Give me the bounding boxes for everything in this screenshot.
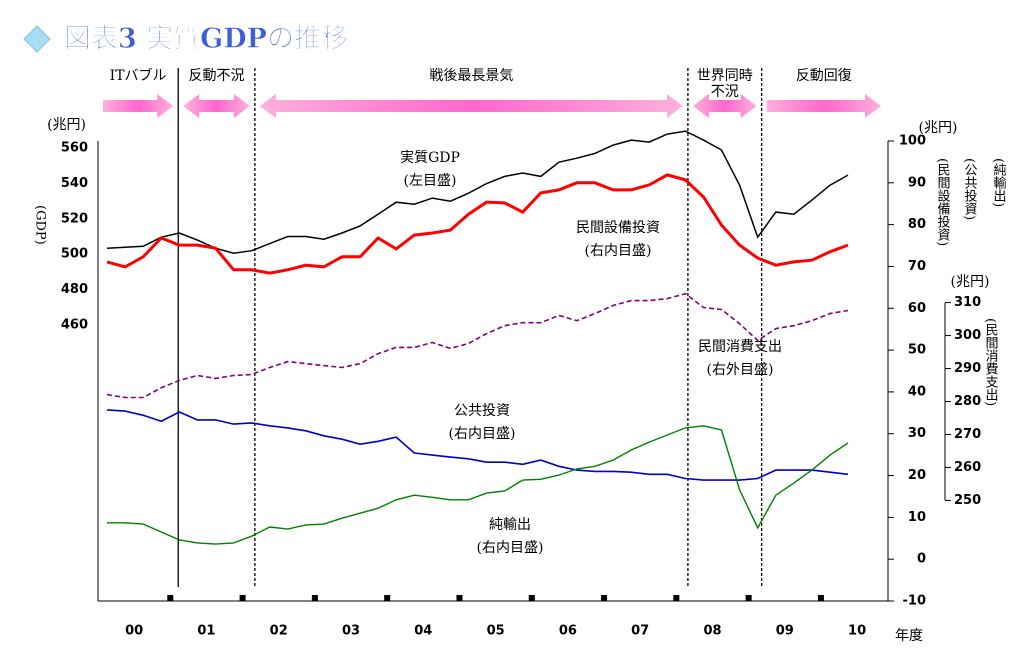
y3-tick-label: 260 <box>954 460 981 475</box>
x-tick-square <box>673 595 680 601</box>
y-tick-label: 480 <box>61 282 88 297</box>
x-tick-label: 07 <box>631 624 649 639</box>
series-scale-label: (左目盛) <box>404 173 457 189</box>
x-tick-square <box>528 595 535 601</box>
y2-tick-label: -10 <box>903 594 927 609</box>
series-label: 純輸出 <box>489 517 531 533</box>
y3-unit: (兆円) <box>951 274 990 290</box>
period-label: 不況 <box>711 84 739 100</box>
y3-tick-label: 290 <box>954 361 981 376</box>
series-scale-label: (右内目盛) <box>585 243 652 259</box>
series-label: 実質GDP <box>400 150 460 166</box>
x-tick-label: 02 <box>270 624 288 639</box>
x-tick-label: 06 <box>559 624 577 639</box>
series-scale-label: (右外目盛) <box>707 362 774 378</box>
period-arrow <box>766 94 881 118</box>
y2-label: (民間設備投資) <box>935 158 951 246</box>
y-tick-label: 520 <box>61 211 88 226</box>
x-tick-square <box>456 595 463 601</box>
y3-tick-label: 270 <box>954 427 981 442</box>
x-tick-label: 00 <box>125 624 143 639</box>
series-line <box>106 409 849 481</box>
y3-tick-label: 250 <box>954 493 981 508</box>
x-tick-label: 01 <box>197 624 215 639</box>
series-label: 民間設備投資 <box>576 220 660 236</box>
y2-tick-label: 30 <box>908 426 926 441</box>
y2-tick-label: 60 <box>908 301 926 316</box>
x-tick-square <box>311 595 318 601</box>
y2-tick-label: 50 <box>908 343 926 358</box>
series-label: 公共投資 <box>454 403 510 419</box>
y-label: (GDP) <box>33 205 48 245</box>
period-arrow <box>259 94 683 118</box>
x-tick-label: 05 <box>487 624 505 639</box>
period-arrow <box>103 94 174 118</box>
x-tick-label: 04 <box>414 624 432 639</box>
y-tick-label: 500 <box>61 247 88 262</box>
period-label: 戦後最長景気 <box>429 68 513 84</box>
x-label: 年度 <box>895 628 923 644</box>
chart-title: 図表3 実質GDPの推移 <box>64 23 348 55</box>
y2-label: (純輸出) <box>991 158 1007 207</box>
y-tick-label: 540 <box>61 176 88 191</box>
x-tick-square <box>167 595 174 601</box>
period-label: 世界同時 <box>697 68 753 84</box>
period-label: ITバブル <box>110 67 167 84</box>
period-label: 反動不況 <box>189 68 245 84</box>
y2-tick-label: 40 <box>908 384 926 399</box>
y2-tick-label: 0 <box>917 552 926 567</box>
x-tick-square <box>384 595 391 601</box>
y3-tick-label: 310 <box>954 295 981 310</box>
period-label: 反動回復 <box>796 67 852 84</box>
x-tick-label: 08 <box>703 624 721 639</box>
series-scale-label: (右内目盛) <box>477 540 544 556</box>
y2-tick-label: 100 <box>899 134 926 149</box>
series-line <box>106 130 849 254</box>
y2-tick-label: 70 <box>908 259 926 274</box>
series-scale-label: (右内目盛) <box>449 426 516 442</box>
x-tick-square <box>745 595 752 601</box>
title-icon <box>23 25 51 53</box>
x-tick-label: 03 <box>342 624 360 639</box>
y2-unit: (兆円) <box>919 120 958 136</box>
x-tick-label: 09 <box>776 624 794 639</box>
y-tick-label: 560 <box>61 141 88 156</box>
y2-tick-label: 90 <box>908 175 926 190</box>
series-line <box>107 425 849 545</box>
series-label: 民間消費支出 <box>698 339 782 355</box>
y2-tick-label: 10 <box>908 510 926 525</box>
y3-tick-label: 280 <box>954 394 981 409</box>
y2-label: (公共投資) <box>962 158 978 220</box>
y2-tick-label: 20 <box>908 468 926 483</box>
y3-tick-label: 300 <box>954 328 981 343</box>
series-line <box>106 173 849 275</box>
x-tick-label: 10 <box>848 624 866 639</box>
y-tick-label: 460 <box>61 318 88 333</box>
series-line <box>106 292 849 399</box>
y2-tick-label: 80 <box>908 217 926 232</box>
x-tick-square <box>601 595 608 601</box>
x-tick-square <box>239 595 246 601</box>
period-arrow <box>183 94 250 118</box>
period-arrow <box>692 94 757 118</box>
x-tick-square <box>817 595 824 601</box>
y-unit: (兆円) <box>47 117 86 133</box>
y3-label: (民間消費支出) <box>983 318 999 406</box>
